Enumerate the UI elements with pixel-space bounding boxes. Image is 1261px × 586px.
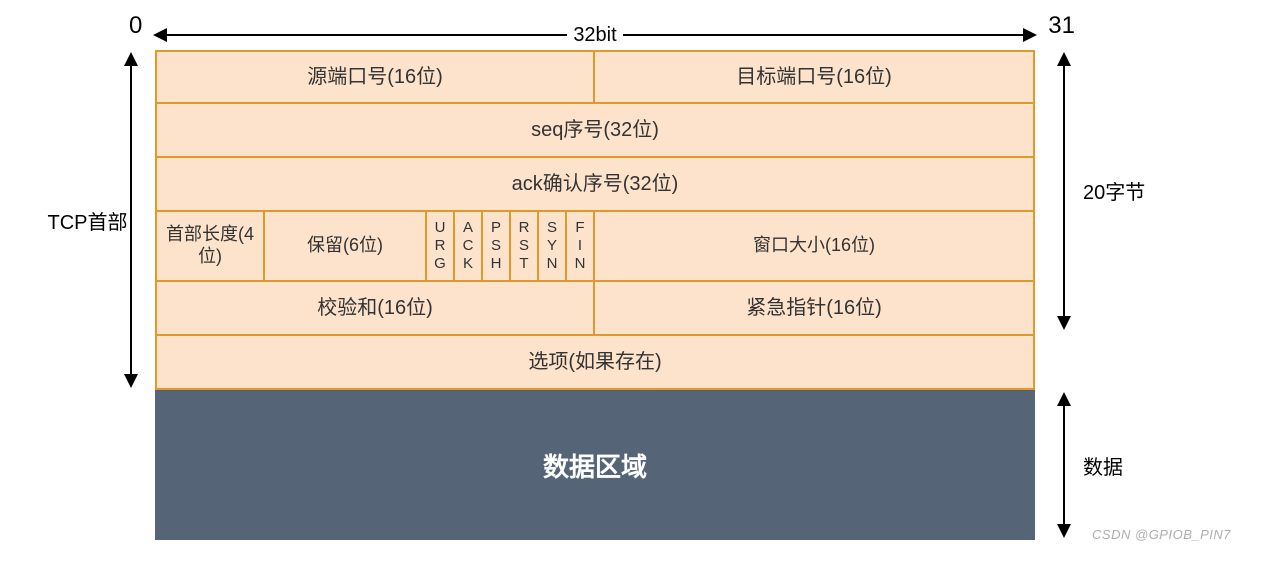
- left-spacer: [20, 390, 155, 540]
- right-arrow-bottom: [1063, 394, 1065, 536]
- right-brace-top: 20字节: [1035, 50, 1175, 390]
- options-cell: 选项(如果存在): [155, 336, 1035, 390]
- header-table: 源端口号(16位) 目标端口号(16位) seq序号(32位) ack确认序号(…: [155, 50, 1035, 390]
- header-section: TCP首部 源端口号(16位) 目标端口号(16位) seq序号(32位) ac…: [20, 50, 1241, 390]
- ack-cell: ack确认序号(32位): [155, 158, 1035, 212]
- flag-fin: F I N: [567, 212, 595, 282]
- right-label-bottom: 数据: [1083, 445, 1123, 486]
- flag-psh: P S H: [483, 212, 511, 282]
- left-label: TCP首部: [48, 200, 128, 241]
- left-arrow: [130, 54, 132, 386]
- left-brace: TCP首部: [20, 50, 155, 390]
- checksum-cell: 校验和(16位): [155, 282, 595, 336]
- data-cell: 数据区域: [155, 390, 1035, 540]
- right-brace-bottom: 数据: [1035, 390, 1175, 540]
- ruler-end: 31: [1048, 12, 1075, 40]
- dst-port-cell: 目标端口号(16位): [595, 50, 1035, 104]
- bit-ruler: 0 32bit 31: [155, 20, 1035, 50]
- watermark: CSDN @GPIOB_PIN7: [1092, 527, 1231, 542]
- ruler-start: 0: [129, 12, 142, 40]
- data-section: 数据区域 数据: [20, 390, 1241, 540]
- flag-urg: U R G: [427, 212, 455, 282]
- flag-rst: R S T: [511, 212, 539, 282]
- seq-cell: seq序号(32位): [155, 104, 1035, 158]
- reserved-cell: 保留(6位): [265, 212, 427, 282]
- tcp-header-diagram: 0 32bit 31 TCP首部 源端口号(16位) 目标端口号(16位) se…: [20, 20, 1241, 540]
- right-arrow-top: [1063, 54, 1065, 328]
- flag-ack: A C K: [455, 212, 483, 282]
- ruler-width-label: 32bit: [567, 24, 622, 47]
- hdr-len-cell: 首部长度(4位): [155, 212, 265, 282]
- window-cell: 窗口大小(16位): [595, 212, 1035, 282]
- urgent-ptr-cell: 紧急指针(16位): [595, 282, 1035, 336]
- src-port-cell: 源端口号(16位): [155, 50, 595, 104]
- flag-syn: S Y N: [539, 212, 567, 282]
- right-label-top: 20字节: [1083, 170, 1145, 211]
